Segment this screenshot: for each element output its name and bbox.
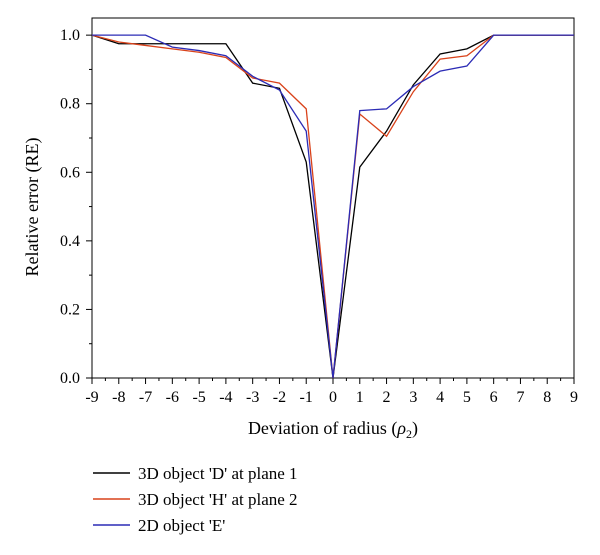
series-line-3 [92, 34, 574, 379]
x-tick-label: 2 [383, 389, 391, 406]
y-axis-title: Relative error (RE) [22, 138, 43, 277]
x-axis-title-symbol: ρ [396, 418, 406, 438]
legend: 3D object 'D' at plane 1 3D object 'H' at… [93, 464, 298, 535]
x-tick-label: 1 [356, 389, 364, 406]
y-tick-label: 0.2 [60, 301, 80, 318]
x-tick-label: -6 [166, 389, 179, 406]
legend-label: 2D object 'E' [138, 516, 225, 535]
x-tick-label: 7 [516, 389, 524, 406]
y-tick-label: 0.6 [60, 164, 80, 181]
x-tick-label: -7 [139, 389, 152, 406]
x-axis-title-suffix: ) [412, 418, 418, 439]
x-tick-label: -5 [192, 389, 205, 406]
x-tick-label: -2 [273, 389, 286, 406]
x-tick-label: -4 [219, 389, 232, 406]
plot-area [91, 17, 575, 379]
y-tick-label: 1.0 [60, 27, 80, 44]
legend-label: 3D object 'D' at plane 1 [138, 464, 298, 483]
plot-border [91, 17, 575, 379]
series-line-2 [91, 34, 574, 379]
x-tick-label: -8 [112, 389, 125, 406]
x-tick-label: -3 [246, 389, 259, 406]
x-tick-label: -9 [85, 389, 98, 406]
x-axis-title-prefix: Deviation of radius ( [248, 418, 397, 439]
x-tick-label: 0 [329, 389, 337, 406]
series-line-1 [91, 34, 574, 379]
series-lines [91, 34, 574, 379]
x-tick-label: -1 [300, 389, 313, 406]
x-tick-label: 5 [463, 389, 471, 406]
x-axis-title: Deviation of radius (ρ2) [248, 418, 418, 441]
y-tick-label: 0.8 [60, 96, 80, 113]
y-axis: 0.0 0.2 0.4 0.6 0.8 1.0 [60, 27, 92, 387]
x-tick-label: 3 [409, 389, 417, 406]
x-tick-label: 6 [490, 389, 498, 406]
x-tick-label: 4 [436, 389, 444, 406]
y-tick-label: 0.4 [60, 233, 80, 250]
x-tick-label: 9 [570, 389, 578, 406]
legend-label: 3D object 'H' at plane 2 [138, 490, 298, 509]
y-tick-label: 0.0 [60, 370, 80, 387]
x-tick-label: 8 [543, 389, 551, 406]
x-axis-title-subscript: 2 [406, 427, 412, 441]
x-axis: -9 -8 -7 -6 -5 -4 -3 -2 -1 0 1 2 3 4 5 6 7 8 9 [85, 378, 578, 406]
